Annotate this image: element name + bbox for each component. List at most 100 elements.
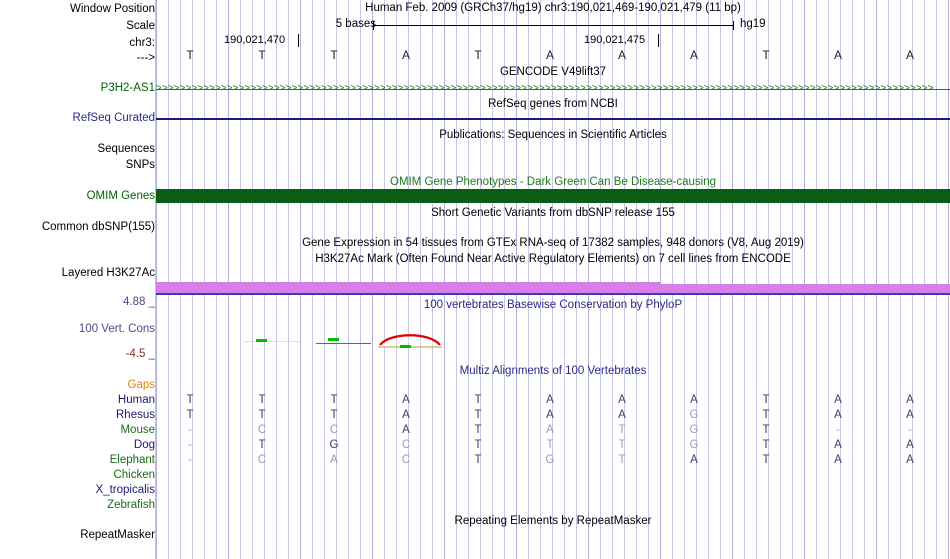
multiz-base: G (329, 439, 339, 451)
gridline (744, 0, 745, 559)
omim-track-title: OMIM Gene Phenotypes - Dark Green Can Be… (390, 176, 716, 188)
gridline (636, 0, 637, 559)
multiz-base: T (474, 424, 482, 436)
gridline (492, 0, 493, 559)
cons-axis-min: -4.5 _ (125, 348, 155, 360)
multiz-base: C (257, 454, 267, 466)
gridline (792, 0, 793, 559)
gridline (456, 0, 457, 559)
reference-base: A (905, 48, 914, 62)
gridline (192, 0, 193, 559)
ruler-tick-mark (298, 34, 299, 47)
species-label-mouse[interactable]: Mouse (120, 424, 155, 436)
multiz-base: T (762, 454, 770, 466)
label-gaps[interactable]: Gaps (127, 379, 156, 391)
h3k27ac-signal-bar-left[interactable] (156, 282, 660, 293)
track-data-area[interactable]: Human Feb. 2009 (GRCh37/hg19) chr3:190,0… (156, 0, 950, 559)
scale-value: 5 bases (335, 18, 376, 30)
label-snps[interactable]: SNPs (125, 159, 155, 171)
multiz-base: A (906, 454, 914, 466)
gridline (696, 0, 697, 559)
multiz-base: A (906, 439, 914, 451)
gridline (564, 0, 565, 559)
gridline (348, 0, 349, 559)
label-refseq-curated[interactable]: RefSeq Curated (72, 112, 155, 124)
gridline (384, 0, 385, 559)
gene-strand-arrows[interactable]: >>>>>>>>>>>>>>>>>>>>>>>>>>>>>>>>>>>>>>>>… (156, 83, 934, 94)
reference-base: T (330, 48, 338, 62)
gridline (180, 0, 181, 559)
label-100-vert-cons[interactable]: 100 Vert. Cons (78, 323, 155, 335)
gridline (228, 0, 229, 559)
gridline (816, 0, 817, 559)
repeatmasker-track-title: Repeating Elements by RepeatMasker (454, 515, 652, 527)
multiz-base: T (618, 439, 626, 451)
omim-genes-bar[interactable] (156, 189, 950, 203)
gridline (732, 0, 733, 559)
gridline (780, 0, 781, 559)
gridline (204, 0, 205, 559)
label-gencode-gene[interactable]: P3H2-AS1 (100, 82, 155, 94)
gridline (540, 0, 541, 559)
multiz-base: T (762, 439, 770, 451)
gridline (408, 0, 409, 559)
label-omim-genes[interactable]: OMIM Genes (86, 190, 155, 202)
gridline (444, 0, 445, 559)
ruler-tick-mark (658, 34, 659, 47)
multiz-base: A (618, 409, 626, 421)
gridline (480, 0, 481, 559)
multiz-base: T (546, 439, 554, 451)
gridline (648, 0, 649, 559)
multiz-base: A (618, 394, 626, 406)
multiz-base: T (618, 424, 626, 436)
multiz-base: - (188, 424, 192, 436)
refseq-track-title: RefSeq genes from NCBI (488, 98, 618, 110)
gridline (900, 0, 901, 559)
label-repeatmasker[interactable]: RepeatMasker (80, 529, 155, 541)
gridline (240, 0, 241, 559)
species-label-x_tropicalis[interactable]: X_tropicalis (95, 484, 155, 496)
species-label-rhesus[interactable]: Rhesus (116, 409, 155, 421)
species-label-chicken[interactable]: Chicken (113, 469, 155, 481)
reference-base: T (258, 48, 266, 62)
gridline (708, 0, 709, 559)
label-common-dbsnp[interactable]: Common dbSNP(155) (41, 221, 155, 233)
multiz-base: A (690, 454, 698, 466)
multiz-base: A (906, 394, 914, 406)
gridline (600, 0, 601, 559)
gridline (588, 0, 589, 559)
gridline (288, 0, 289, 559)
gridline (756, 0, 757, 559)
track-left-border (155, 0, 156, 559)
refseq-curated-line[interactable] (156, 118, 950, 120)
species-label-dog[interactable]: Dog (133, 439, 155, 451)
gridline (864, 0, 865, 559)
multiz-base: A (402, 394, 410, 406)
gridline (852, 0, 853, 559)
reference-base: A (833, 48, 842, 62)
gridline (876, 0, 877, 559)
multiz-base: C (329, 424, 339, 436)
gridline (324, 0, 325, 559)
multiz-base: - (908, 424, 912, 436)
multiz-base: T (258, 439, 266, 451)
h3k27ac-track-title: H3K27Ac Mark (Often Found Near Active Re… (315, 253, 791, 265)
species-label-human[interactable]: Human (117, 394, 155, 406)
multiz-base: T (330, 409, 338, 421)
gridline (396, 0, 397, 559)
cons-glyph-2-block (328, 338, 339, 341)
gridline (168, 0, 169, 559)
label-sequences[interactable]: Sequences (97, 143, 155, 155)
reference-base: A (617, 48, 626, 62)
label-layered-h3k27ac[interactable]: Layered H3K27Ac (61, 267, 155, 279)
species-label-zebrafish[interactable]: Zebrafish (107, 499, 155, 511)
multiz-base: A (402, 424, 410, 436)
gridline (516, 0, 517, 559)
reference-base: A (689, 48, 698, 62)
h3k27ac-signal-bar-right[interactable] (660, 284, 950, 295)
species-label-elephant[interactable]: Elephant (109, 454, 155, 466)
multiz-base: - (188, 439, 192, 451)
gridline (912, 0, 913, 559)
label-window-position: Window Position (69, 3, 155, 15)
